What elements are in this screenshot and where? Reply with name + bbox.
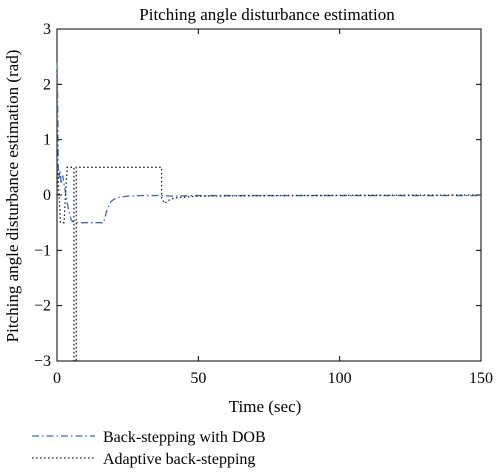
- y-tick-label: 2: [43, 76, 51, 93]
- tick-labels: 0 50 100 150 3 2 1 0 −1 −2 −3: [34, 21, 493, 387]
- x-tick-label: 150: [469, 370, 493, 387]
- y-axis-label: Pitching angle disturbance estimation (r…: [3, 50, 22, 343]
- y-tick-label: 0: [43, 187, 51, 204]
- legend-label-2: Adaptive back-stepping: [103, 451, 255, 468]
- x-tick-label: 50: [190, 370, 206, 387]
- chart-title: Pitching angle disturbance estimation: [139, 5, 395, 24]
- legend-label-1: Back-stepping with DOB: [103, 429, 266, 446]
- y-tick-label: −1: [34, 242, 51, 259]
- y-tick-label: −2: [34, 298, 51, 315]
- series-line-1: [56, 62, 481, 224]
- y-tick-label: 1: [43, 132, 51, 149]
- y-tick-label: −3: [34, 353, 51, 370]
- series-layer: [56, 62, 482, 362]
- series-line-2: [56, 166, 482, 362]
- x-tick-label: 0: [53, 370, 61, 387]
- y-tick-label: 3: [43, 21, 51, 38]
- x-axis-label: Time (sec): [229, 397, 302, 416]
- legend: Back-stepping with DOB Adaptive back-step…: [32, 429, 266, 468]
- x-tick-label: 100: [328, 370, 352, 387]
